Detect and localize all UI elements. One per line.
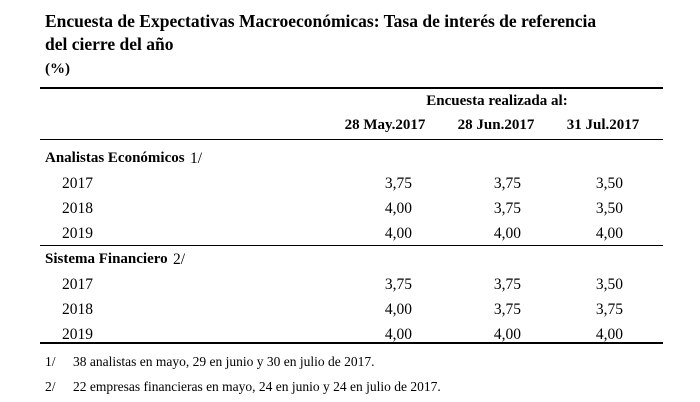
title-line: del cierre del año	[45, 34, 174, 54]
unit: (%)	[45, 61, 70, 77]
cell-value: 4,00	[384, 225, 412, 242]
section-note: 1/	[190, 150, 203, 167]
header-rule	[40, 139, 663, 140]
cell-value: 3,75	[493, 301, 521, 318]
cell-value: 3,75	[384, 175, 412, 192]
column-header: 31 Jul.2017	[566, 117, 640, 133]
cell-value: 3,75	[595, 301, 623, 318]
footnote-text: 38 analistas en mayo, 29 en junio y 30 e…	[73, 354, 375, 369]
title-line: Encuesta de Expectativas Macroeconómicas…	[45, 11, 597, 31]
row-label: 2017	[62, 175, 93, 192]
cell-value: 3,50	[595, 200, 623, 217]
cell-value: 3,75	[493, 175, 521, 192]
group-header: Encuesta realizada al:	[426, 93, 568, 109]
cell-value: 4,00	[384, 301, 412, 318]
column-header: 28 May.2017	[344, 117, 426, 133]
row-label: 2019	[62, 326, 93, 343]
footnote-text: 22 empresas financieras en mayo, 24 en j…	[73, 379, 441, 394]
section-label: Sistema Financiero	[45, 251, 168, 267]
cell-value: 3,75	[384, 276, 412, 293]
cell-value: 4,00	[493, 225, 521, 242]
cell-value: 4,00	[493, 326, 521, 343]
column-header: 28 Jun.2017	[457, 117, 535, 133]
cell-value: 4,00	[384, 200, 412, 217]
cell-value: 4,00	[384, 326, 412, 343]
row-label: 2018	[62, 200, 93, 217]
row-label: 2019	[62, 225, 93, 242]
section-rule	[40, 245, 663, 246]
cell-value: 3,75	[493, 200, 521, 217]
row-label: 2017	[62, 276, 93, 293]
section-note: 2/	[173, 251, 186, 268]
row-label: 2018	[62, 301, 93, 318]
cell-value: 3,50	[595, 276, 623, 293]
cell-value: 4,00	[595, 225, 623, 242]
cell-value: 3,50	[595, 175, 623, 192]
cell-value: 4,00	[595, 326, 623, 343]
footnote-marker: 2/	[45, 379, 56, 394]
section-label: Analistas Económicos	[45, 150, 185, 166]
bottom-rule	[40, 342, 663, 344]
top-rule	[40, 87, 663, 89]
cell-value: 3,75	[493, 276, 521, 293]
footnote-marker: 1/	[45, 354, 56, 369]
